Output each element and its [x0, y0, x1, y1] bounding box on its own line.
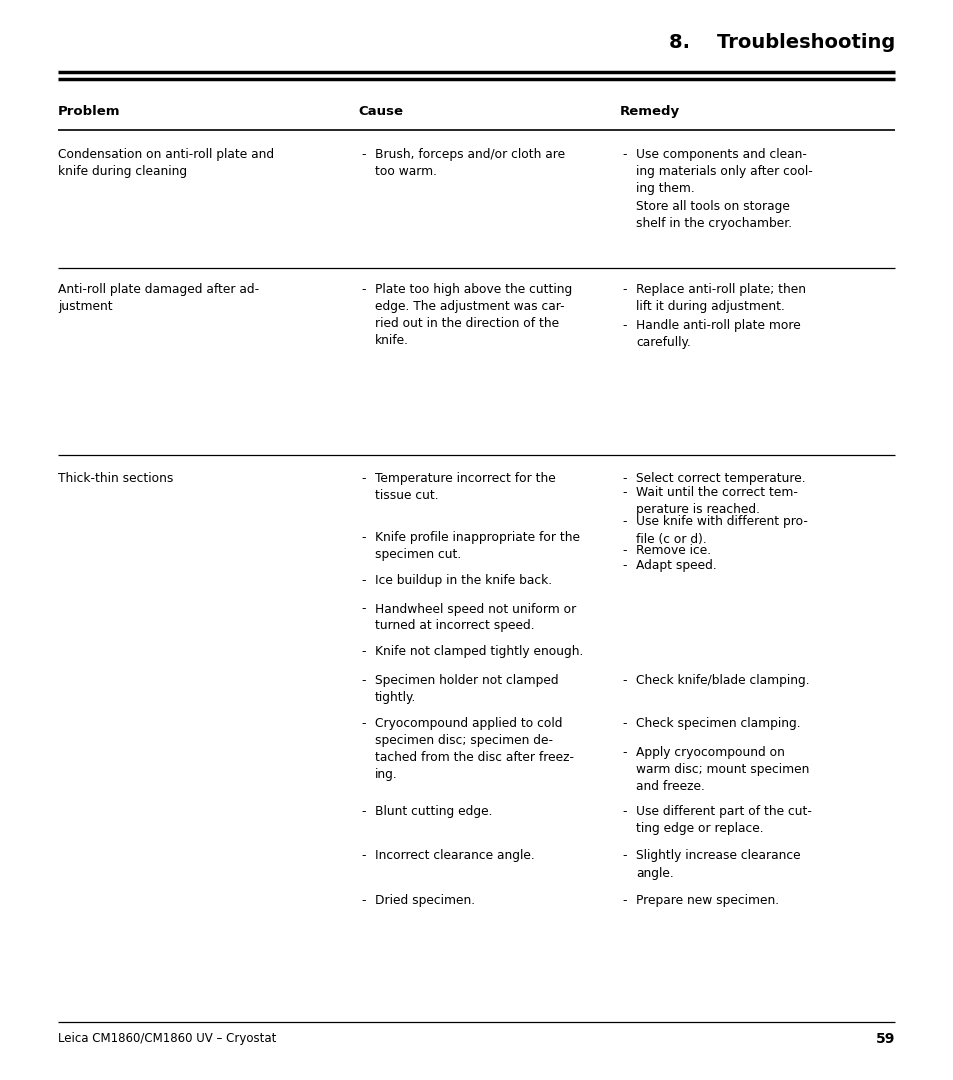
Text: Use different part of the cut-
ting edge or replace.: Use different part of the cut- ting edge…: [636, 805, 811, 835]
Text: Store all tools on storage
shelf in the cryochamber.: Store all tools on storage shelf in the …: [636, 200, 791, 230]
Text: -: -: [621, 515, 626, 528]
Text: Dried specimen.: Dried specimen.: [375, 894, 475, 907]
Text: Replace anti-roll plate; then
lift it during adjustment.: Replace anti-roll plate; then lift it du…: [636, 283, 805, 313]
Text: Handwheel speed not uniform or
turned at incorrect speed.: Handwheel speed not uniform or turned at…: [375, 603, 576, 633]
Text: Prepare new specimen.: Prepare new specimen.: [636, 894, 779, 907]
Text: -: -: [621, 319, 626, 332]
Text: -: -: [621, 544, 626, 557]
Text: 59: 59: [875, 1032, 894, 1047]
Text: Use components and clean-
ing materials only after cool-
ing them.: Use components and clean- ing materials …: [636, 148, 812, 195]
Text: -: -: [621, 746, 626, 759]
Text: Remove ice.: Remove ice.: [636, 544, 710, 557]
Text: -: -: [621, 559, 626, 572]
Text: -: -: [621, 850, 626, 863]
Text: -: -: [360, 805, 365, 818]
Text: -: -: [621, 283, 626, 296]
Text: Wait until the correct tem-
perature is reached.: Wait until the correct tem- perature is …: [636, 486, 797, 516]
Text: Adapt speed.: Adapt speed.: [636, 559, 716, 572]
Text: -: -: [621, 148, 626, 161]
Text: -: -: [621, 486, 626, 499]
Text: -: -: [360, 894, 365, 907]
Text: Thick-thin sections: Thick-thin sections: [58, 472, 173, 485]
Text: Blunt cutting edge.: Blunt cutting edge.: [375, 805, 492, 818]
Text: Check specimen clamping.: Check specimen clamping.: [636, 717, 800, 730]
Text: -: -: [360, 674, 365, 687]
Text: -: -: [360, 603, 365, 616]
Text: -: -: [360, 283, 365, 296]
Text: Anti-roll plate damaged after ad-
justment: Anti-roll plate damaged after ad- justme…: [58, 283, 259, 313]
Text: Apply cryocompound on
warm disc; mount specimen
and freeze.: Apply cryocompound on warm disc; mount s…: [636, 746, 808, 793]
Text: Cryocompound applied to cold
specimen disc; specimen de-
tached from the disc af: Cryocompound applied to cold specimen di…: [375, 717, 574, 781]
Text: Slightly increase clearance
angle.: Slightly increase clearance angle.: [636, 850, 800, 879]
Text: Remedy: Remedy: [619, 105, 679, 118]
Text: Problem: Problem: [58, 105, 120, 118]
Text: -: -: [621, 805, 626, 818]
Text: -: -: [360, 646, 365, 659]
Text: -: -: [621, 472, 626, 485]
Text: Handle anti-roll plate more
carefully.: Handle anti-roll plate more carefully.: [636, 319, 800, 349]
Text: -: -: [360, 573, 365, 588]
Text: -: -: [360, 148, 365, 161]
Text: Incorrect clearance angle.: Incorrect clearance angle.: [375, 850, 535, 863]
Text: -: -: [621, 894, 626, 907]
Text: -: -: [621, 717, 626, 730]
Text: -: -: [360, 472, 365, 485]
Text: Temperature incorrect for the
tissue cut.: Temperature incorrect for the tissue cut…: [375, 472, 556, 502]
Text: Knife not clamped tightly enough.: Knife not clamped tightly enough.: [375, 646, 583, 659]
Text: Use knife with different pro-
file (c or d).: Use knife with different pro- file (c or…: [636, 515, 807, 545]
Text: Cause: Cause: [357, 105, 402, 118]
Text: Condensation on anti-roll plate and
knife during cleaning: Condensation on anti-roll plate and knif…: [58, 148, 274, 178]
Text: Leica CM1860/CM1860 UV – Cryostat: Leica CM1860/CM1860 UV – Cryostat: [58, 1032, 276, 1045]
Text: Knife profile inappropriate for the
specimen cut.: Knife profile inappropriate for the spec…: [375, 531, 579, 561]
Text: Check knife/blade clamping.: Check knife/blade clamping.: [636, 674, 809, 687]
Text: -: -: [360, 531, 365, 544]
Text: 8.    Troubleshooting: 8. Troubleshooting: [668, 33, 894, 52]
Text: Brush, forceps and/or cloth are
too warm.: Brush, forceps and/or cloth are too warm…: [375, 148, 564, 178]
Text: -: -: [360, 850, 365, 863]
Text: -: -: [360, 717, 365, 730]
Text: Plate too high above the cutting
edge. The adjustment was car-
ried out in the d: Plate too high above the cutting edge. T…: [375, 283, 572, 347]
Text: -: -: [621, 674, 626, 687]
Text: Ice buildup in the knife back.: Ice buildup in the knife back.: [375, 573, 552, 588]
Text: Select correct temperature.: Select correct temperature.: [636, 472, 804, 485]
Text: Specimen holder not clamped
tightly.: Specimen holder not clamped tightly.: [375, 674, 558, 704]
